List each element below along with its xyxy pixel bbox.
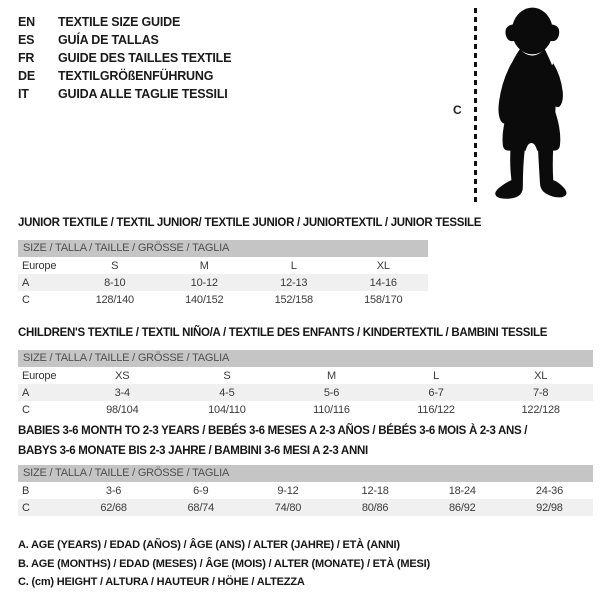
- size-cell: XL: [376, 259, 390, 272]
- size-cell: 104/110: [208, 403, 246, 416]
- size-cell: 152/158: [274, 293, 314, 306]
- size-cell: 116/122: [417, 403, 455, 416]
- size-cell: XS: [115, 369, 130, 382]
- size-cell: 9-12: [277, 484, 299, 497]
- size-cell: 24-36: [535, 484, 564, 497]
- lang-text: GUIDE DES TAILLES TEXTILE: [58, 51, 232, 65]
- table-row-europe: Europe S M L XL: [18, 257, 428, 274]
- junior-textile-table: JUNIOR TEXTILE / TEXTIL JUNIOR/ TEXTILE …: [18, 217, 482, 308]
- row-label: A: [22, 386, 30, 399]
- row-label: C: [22, 403, 30, 416]
- lang-code: EN: [18, 15, 35, 29]
- size-cell: 8-10: [104, 276, 126, 289]
- lang-row-es: ES GUÍA DE TALLAS: [18, 31, 231, 49]
- size-cell: 5-6: [323, 386, 340, 399]
- lang-row-it: IT GUIDA ALLE TAGLIE TESSILI: [18, 85, 231, 103]
- babies-textile-table: BABIES 3-6 MONTH TO 2-3 YEARS / BEBÉS 3-…: [18, 421, 593, 516]
- table-body: B 3-6 6-9 9-12 12-18 18-24 24-36 C 62/68 68/74 74/…: [18, 482, 593, 516]
- size-cell: 6-9: [193, 484, 209, 497]
- toddler-silhouette-image: [495, 7, 567, 199]
- size-cell: 74/80: [274, 501, 302, 514]
- table-title-line: BABIES 3-6 MONTH TO 2-3 YEARS / BEBÉS 3-…: [18, 425, 528, 437]
- lang-row-de: DE TEXTILGRÖßENFÜHRUNG: [18, 67, 231, 85]
- note-age-years: A. AGE (YEARS) / EDAD (AÑOS) / ÂGE (ANS)…: [18, 539, 400, 551]
- row-label: C: [22, 293, 30, 306]
- height-dashed-line: [474, 8, 477, 206]
- size-cell: 68/74: [187, 501, 215, 514]
- size-header-bar: SIZE / TALLA / TAILLE / GRÖSSE / TAGLIA: [18, 240, 428, 257]
- row-label: B: [22, 484, 30, 497]
- size-cell: 10-12: [190, 276, 218, 289]
- size-cell: 122/128: [521, 403, 560, 416]
- size-cell: 128/140: [95, 293, 135, 306]
- note-age-months: B. AGE (MONTHS) / EDAD (MESES) / ÂGE (MO…: [18, 557, 430, 570]
- size-cell: 7-8: [533, 386, 549, 399]
- lang-code: DE: [18, 69, 35, 83]
- size-cell: 62/68: [100, 501, 127, 514]
- size-cell: 12-13: [280, 276, 308, 289]
- table-title-line: BABYS 3-6 MONATE BIS 2-3 JAHRE / BAMBINI…: [18, 445, 368, 457]
- table-title: JUNIOR TEXTILE / TEXTIL JUNIOR/ TEXTILE …: [18, 217, 482, 230]
- size-cell: 12-18: [361, 484, 389, 497]
- table-row-c: C 98/104 104/110 110/116 116/122 122/128: [18, 401, 593, 418]
- size-cell: 86/92: [449, 501, 476, 514]
- table-row-c: C 128/140 140/152 152/158 158/170: [18, 291, 428, 308]
- size-cell: 110/116: [313, 403, 350, 416]
- size-cell: S: [223, 369, 231, 382]
- size-cell: 3-6: [105, 484, 122, 497]
- size-cell: 4-5: [219, 386, 235, 399]
- table-row-a: A 8-10 10-12 12-13 14-16: [18, 274, 428, 291]
- row-label: Europe: [22, 259, 57, 272]
- size-cell: 3-4: [114, 386, 131, 399]
- legend-notes: A. AGE (YEARS) / EDAD (AÑOS) / ÂGE (ANS)…: [18, 536, 430, 592]
- table-row-europe: Europe XS S M L XL: [18, 367, 593, 384]
- table-title: CHILDREN'S TEXTILE / TEXTIL NIÑO/A / TEX…: [18, 327, 593, 340]
- table-body: Europe XS S M L XL A 3-4 4-5 5-6 6-7 7-8 C 98/104 104/…: [18, 367, 593, 418]
- size-cell: L: [433, 369, 440, 382]
- note-height-cm: C. (cm) HEIGHT / ALTURA / HAUTEUR / HÖHE…: [18, 576, 305, 588]
- row-label: A: [22, 276, 30, 289]
- size-cell: 92/98: [536, 501, 563, 514]
- size-cell: S: [111, 259, 119, 272]
- childrens-textile-table: CHILDREN'S TEXTILE / TEXTIL NIÑO/A / TEX…: [18, 327, 593, 418]
- table-title-line: CHILDREN'S TEXTILE / TEXTIL NIÑO/A / TEX…: [18, 327, 548, 339]
- table-title: BABIES 3-6 MONTH TO 2-3 YEARS / BEBÉS 3-…: [18, 421, 593, 461]
- table-row-b: B 3-6 6-9 9-12 12-18 18-24 24-36: [18, 482, 593, 499]
- height-measure-label: C: [453, 103, 462, 117]
- lang-text: GUIDA ALLE TAGLIE TESSILI: [58, 87, 228, 101]
- lang-row-en: EN TEXTILE SIZE GUIDE: [18, 13, 231, 31]
- table-body: Europe S M L XL A 8-10 10-12 12-13 14-16 C 128/140 1…: [18, 257, 428, 308]
- size-cell: 14-16: [369, 276, 397, 289]
- size-header-bar: SIZE / TALLA / TAILLE / GRÖSSE / TAGLIA: [18, 350, 593, 367]
- lang-text: TEXTILE SIZE GUIDE: [58, 15, 181, 29]
- lang-text: TEXTILGRÖßENFÜHRUNG: [58, 69, 214, 83]
- table-row-c: C 62/68 68/74 74/80 80/86 86/92 92/98: [18, 499, 593, 516]
- size-cell: M: [199, 259, 209, 272]
- lang-code: FR: [18, 51, 35, 65]
- lang-text: GUÍA DE TALLAS: [58, 33, 159, 47]
- size-cell: M: [327, 369, 336, 382]
- size-cell: 158/170: [364, 293, 403, 306]
- size-header-bar: SIZE / TALLA / TAILLE / GRÖSSE / TAGLIA: [18, 465, 593, 482]
- table-title-line: JUNIOR TEXTILE / TEXTIL JUNIOR/ TEXTILE …: [18, 217, 482, 229]
- size-cell: XL: [534, 369, 548, 382]
- size-cell: 98/104: [106, 403, 139, 416]
- row-label: Europe: [22, 369, 57, 382]
- size-cell: 80/86: [361, 501, 389, 514]
- lang-row-fr: FR GUIDE DES TAILLES TEXTILE: [18, 49, 231, 67]
- size-cell: 6-7: [428, 386, 444, 399]
- lang-code: IT: [18, 87, 29, 101]
- row-label: C: [22, 501, 30, 514]
- size-cell: 18-24: [448, 484, 476, 497]
- lang-code: ES: [18, 33, 35, 47]
- size-cell: 140/152: [185, 293, 224, 306]
- size-cell: L: [290, 259, 297, 272]
- language-list: EN TEXTILE SIZE GUIDE ES GUÍA DE TALLAS …: [18, 13, 231, 103]
- table-row-a: A 3-4 4-5 5-6 6-7 7-8: [18, 384, 593, 401]
